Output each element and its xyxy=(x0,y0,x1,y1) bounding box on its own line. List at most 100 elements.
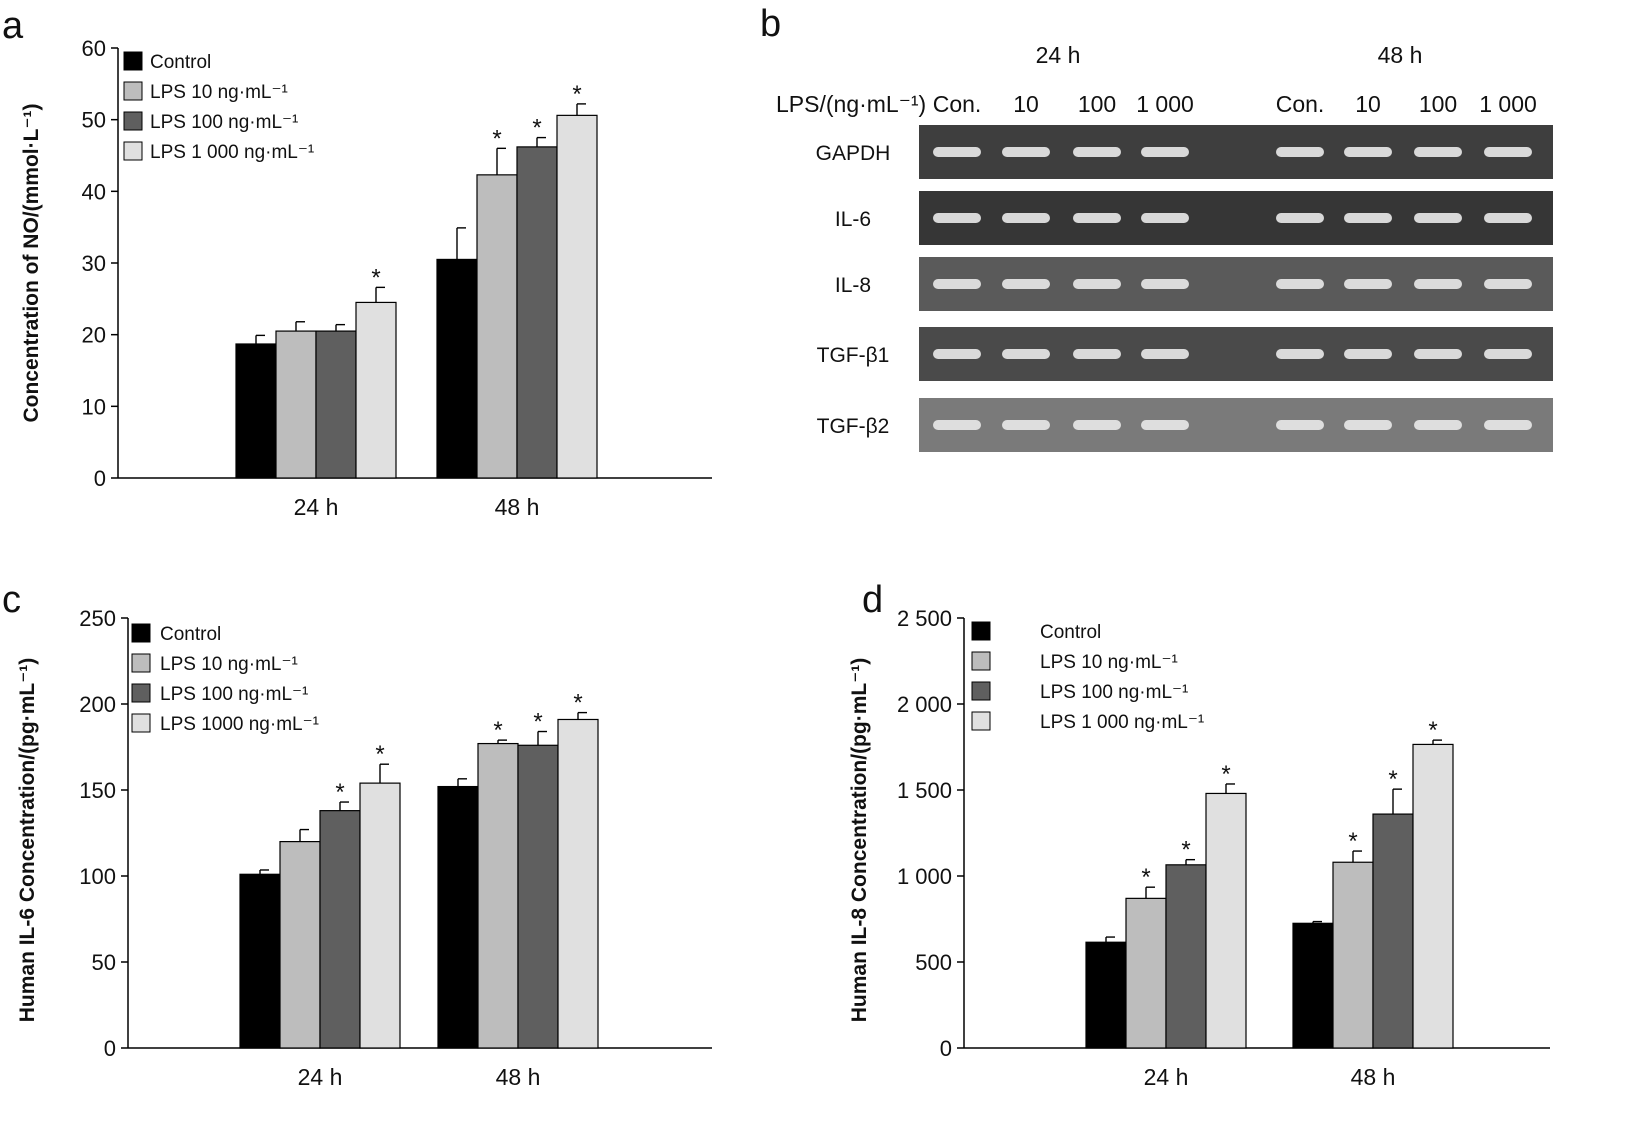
bar xyxy=(355,301,397,479)
y-tick-label: 60 xyxy=(82,36,106,61)
y-tick-label: 500 xyxy=(915,950,952,975)
bar xyxy=(477,742,519,1049)
significance-star: * xyxy=(532,115,541,142)
gel-lane-label: 1 000 xyxy=(1479,91,1537,117)
gel-lane-label: Con. xyxy=(1276,91,1325,117)
significance-star: * xyxy=(1348,828,1357,855)
y-tick-label: 0 xyxy=(94,466,106,491)
gel-band xyxy=(1073,349,1121,359)
y-tick-label: 2 500 xyxy=(897,606,952,631)
significance-star: * xyxy=(572,81,581,108)
gel-band xyxy=(1073,213,1121,223)
y-axis-title: Human IL-6 Concentration/(pg·mL⁻¹) xyxy=(16,658,39,1023)
gel-band xyxy=(1073,147,1121,157)
y-tick-label: 0 xyxy=(104,1036,116,1061)
gel-band xyxy=(1484,213,1532,223)
legend-swatch xyxy=(131,683,151,703)
y-tick-label: 150 xyxy=(79,778,116,803)
y-tick-label: 1 000 xyxy=(897,864,952,889)
y-tick-label: 2 000 xyxy=(897,692,952,717)
gel-band xyxy=(933,147,981,157)
legend-label: LPS 100 ng·mL⁻¹ xyxy=(1040,682,1188,703)
gel-band xyxy=(1276,420,1324,430)
panel-letter-c: c xyxy=(2,579,21,621)
gel-lane-label: 100 xyxy=(1078,91,1116,117)
gel-gene-label: TGF-β2 xyxy=(817,415,890,438)
gel-band xyxy=(933,213,981,223)
gel-band xyxy=(1414,420,1462,430)
bar xyxy=(319,810,361,1049)
gel-band xyxy=(1276,349,1324,359)
gel-band xyxy=(1484,349,1532,359)
bar xyxy=(476,174,518,479)
bar xyxy=(437,785,479,1049)
y-tick-label: 100 xyxy=(79,864,116,889)
bar xyxy=(556,114,598,479)
gel-band xyxy=(1414,213,1462,223)
bar xyxy=(315,330,357,479)
bar xyxy=(1165,864,1207,1049)
y-tick-label: 30 xyxy=(82,251,106,276)
significance-star: * xyxy=(375,741,384,768)
gel-band xyxy=(1002,279,1050,289)
gel-band xyxy=(1484,420,1532,430)
y-axis-title: Human IL-8 Concentration/(pg·mL⁻¹) xyxy=(848,658,871,1023)
il6-concentration-chart: 0 50 100 150 200 250 Human IL-6 Concentration/… xyxy=(16,606,712,1090)
legend-swatch xyxy=(123,51,143,71)
gel-band xyxy=(1276,213,1324,223)
significance-star: * xyxy=(1428,717,1437,744)
legend-label: LPS 100 ng·mL⁻¹ xyxy=(150,112,298,133)
y-tick-label: 50 xyxy=(82,108,106,133)
gel-band xyxy=(1073,420,1121,430)
gel-band xyxy=(1484,279,1532,289)
bar xyxy=(1292,922,1334,1049)
gel-band xyxy=(1344,420,1392,430)
gel-band xyxy=(933,349,981,359)
legend-label: Control xyxy=(1040,622,1101,643)
legend-swatch xyxy=(971,651,991,671)
legend-label: Control xyxy=(150,52,211,73)
bar xyxy=(359,782,401,1049)
gel-time-group-label: 48 h xyxy=(1378,42,1423,68)
legend-label: LPS 10 ng·mL⁻¹ xyxy=(150,82,288,103)
gel-band xyxy=(1414,349,1462,359)
bar xyxy=(1205,792,1247,1049)
legend-label: LPS 10 ng·mL⁻¹ xyxy=(160,654,298,675)
significance-star: * xyxy=(493,717,502,744)
y-tick-label: 10 xyxy=(82,394,106,419)
gel-band xyxy=(1141,349,1189,359)
x-category-label: 48 h xyxy=(496,1064,541,1090)
y-tick-label: 200 xyxy=(79,692,116,717)
legend-swatch xyxy=(131,653,151,673)
gel-band xyxy=(1002,147,1050,157)
bar xyxy=(516,146,558,479)
gel-band xyxy=(1141,213,1189,223)
rt-pcr-gel-panel: 24 h 48 h LPS/(ng·mL⁻¹) Con. 10 100 1 000 Con. 1… xyxy=(776,42,1553,452)
gel-band xyxy=(1002,349,1050,359)
gel-band xyxy=(1414,279,1462,289)
y-tick-label: 1 500 xyxy=(897,778,952,803)
legend-swatch xyxy=(971,711,991,731)
y-axis-title: Concentration of NO/(mmol·L⁻¹) xyxy=(20,103,43,422)
legend-swatch xyxy=(131,623,151,643)
legend-swatch xyxy=(971,681,991,701)
gel-band xyxy=(1002,213,1050,223)
significance-star: * xyxy=(492,125,501,152)
x-category-label: 24 h xyxy=(298,1064,343,1090)
gel-band xyxy=(1344,349,1392,359)
legend-swatch xyxy=(971,621,991,641)
x-category-label: 24 h xyxy=(1144,1064,1189,1090)
gel-gene-label: TGF-β1 xyxy=(817,344,890,367)
gel-lane-label: 10 xyxy=(1013,91,1039,117)
bar xyxy=(275,330,317,479)
bar xyxy=(517,744,559,1049)
gel-time-group-label: 24 h xyxy=(1036,42,1081,68)
legend-label: LPS 1 000 ng·mL⁻¹ xyxy=(1040,712,1204,733)
gel-band xyxy=(933,420,981,430)
gel-band xyxy=(1344,147,1392,157)
gel-band xyxy=(933,279,981,289)
bar xyxy=(1412,743,1454,1049)
panel-letter-a: a xyxy=(2,5,24,47)
x-category-label: 48 h xyxy=(1351,1064,1396,1090)
significance-star: * xyxy=(335,779,344,806)
